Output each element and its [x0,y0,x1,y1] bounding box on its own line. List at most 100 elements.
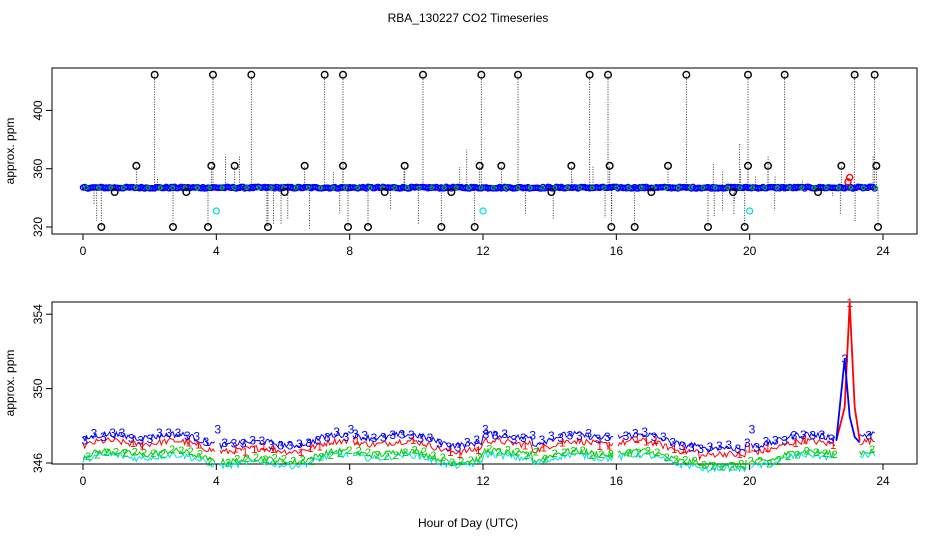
top-mid-point [664,161,673,170]
series-2-marker: 2 [141,447,147,459]
top-low-point [168,222,177,231]
top-low-point [740,222,749,231]
series-1-marker: 1 [298,447,304,459]
series-2-marker: 2 [290,455,296,467]
series-2-marker: 2 [421,446,427,458]
top-accent-point [762,185,767,190]
series-2-marker: 2 [328,450,334,462]
series-3-marker: 3 [595,432,602,446]
top-accent-point [417,185,422,190]
series-1-marker: 1 [233,443,239,455]
series-3-marker: 3 [660,430,667,444]
series-2-marker: 2 [85,451,91,463]
series-2-marker: 2 [533,447,539,459]
top-high-point [870,70,879,79]
top-accent-point [404,185,410,190]
series-3-marker: 3 [193,430,200,444]
series-3-marker: 3 [772,434,779,448]
series-3-marker: 3 [763,434,770,448]
top-x-tick-label: 12 [476,244,490,258]
top-red-point [845,173,854,182]
series-3-marker: 3 [408,428,415,442]
top-mid-point [475,161,484,170]
series-2-marker: 2 [272,452,278,464]
series-3-marker: 3 [165,426,172,440]
series-2-marker: 2 [356,445,362,457]
top-accent-point [232,185,237,190]
top-panel: approx. ppm 0 4 8 12 16 20 24 320 360 400 [3,67,918,258]
series-2-marker: 2 [720,462,726,474]
series-3-marker: 3 [417,431,424,445]
top-near-point [447,188,456,197]
series-3-marker: 3 [315,433,322,447]
series-3-marker: 3 [492,429,499,443]
top-mid-point [764,161,773,170]
top-accent-point [552,185,558,190]
series-2-marker: 2 [253,452,259,464]
series-2-marker: 2 [580,445,586,457]
series-3-marker: 3 [781,433,788,447]
top-marks [79,70,883,231]
series-2-marker: 2 [701,460,707,472]
top-accent-point [207,185,212,190]
series-3-marker: 3 [585,427,592,441]
series-1-marker: 1 [242,447,248,459]
series-2-marker: 2 [94,449,100,461]
series-3-trace [82,430,875,453]
series-2-marker: 2 [636,447,642,459]
series-3-spike [835,358,861,444]
series-2-marker: 2 [514,446,520,458]
series-2-marker: 2 [160,449,166,461]
series-3-marker: 3 [231,436,238,450]
top-x-tick-label: 8 [346,244,353,258]
top-mid-point [230,161,239,170]
top-axes: 0 4 8 12 16 20 24 320 360 400 [31,100,890,258]
series-2-marker: 2 [757,455,763,467]
top-low-point [874,222,883,231]
top-x-tick-label: 4 [213,244,220,258]
series-3-marker: 3 [809,429,816,443]
series-2-marker: 2 [300,454,306,466]
series-3-marker: 3 [81,434,88,448]
series-2-marker: 2 [169,444,175,456]
series-1-marker: 1 [261,441,267,453]
top-mid-point [300,161,309,170]
series-3-marker: 3 [688,441,695,455]
series-2-marker: 2 [682,454,688,466]
series-3-marker: 3 [669,436,676,450]
series-3-marker: 3 [184,429,191,443]
top-accent-point [491,185,496,190]
top-accent-point [589,185,595,190]
series-3-marker: 3 [175,426,182,440]
series-2-marker: 2 [664,452,670,464]
top-near-point [182,188,191,197]
top-near-point [814,188,823,197]
top-accent-point [306,185,311,190]
series-3-marker: 3 [399,428,406,442]
series-1-marker: 1 [653,435,659,447]
top-accent-point [528,185,533,190]
top-accent-point [343,185,348,190]
top-near-point [547,188,556,197]
top-low-point [264,222,273,231]
series-3-marker: 3 [287,439,294,453]
top-accent-point [614,185,619,190]
series-2-marker: 2 [692,456,698,468]
top-cyan-point [479,207,487,215]
series-1-marker: 1 [186,437,192,449]
series-2-marker: 2 [776,456,782,468]
top-accent-point [848,185,854,190]
top-accent-point [602,185,607,190]
series-2-marker: 2 [486,443,492,455]
series-2-marker: 2 [505,445,511,457]
top-high-point [514,70,523,79]
series-3-marker: 3 [828,432,835,446]
series-2-marker: 2 [832,449,838,461]
series-2-marker: 2 [150,448,156,460]
series-3-marker: 3 [455,440,462,454]
series-2-marker: 2 [813,447,819,459]
series-2-marker: 2 [458,456,464,468]
top-low-point [344,222,353,231]
series-3-marker: 3 [436,437,443,451]
bottom-x-tick-label: 12 [476,474,490,488]
